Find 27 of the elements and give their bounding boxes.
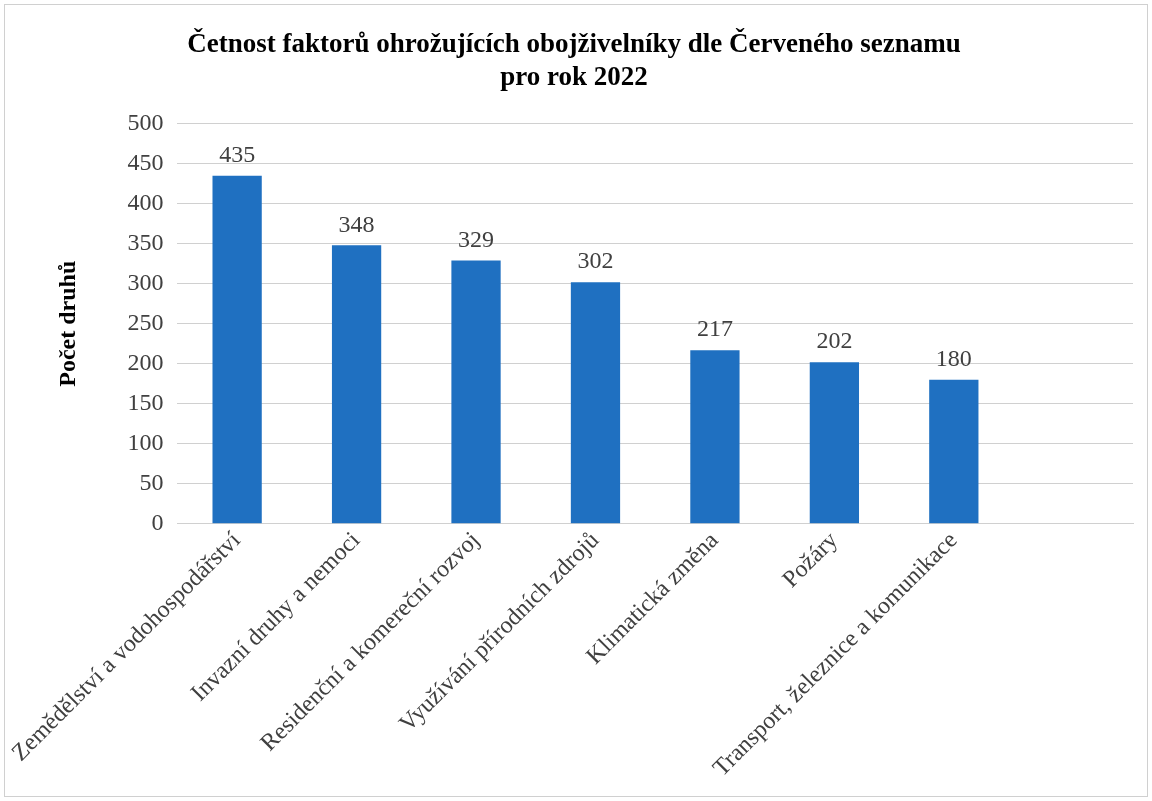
y-tick-label: 0 (151, 509, 164, 535)
y-tick-label: 150 (127, 389, 164, 416)
bar (690, 350, 740, 524)
data-label: 435 (219, 141, 256, 168)
bar (212, 175, 262, 524)
y-tick-label: 450 (127, 149, 164, 176)
bar (570, 282, 621, 524)
bar (929, 379, 979, 524)
data-label: 302 (577, 247, 614, 274)
y-tick-label: 50 (139, 469, 164, 496)
y-tick-label: 100 (127, 429, 164, 456)
data-label: 217 (696, 315, 733, 342)
chart-title: Četnost faktorů ohrožujících obojživelníky dle Červeného seznamu pro rok 2022 (187, 28, 961, 91)
data-label: 202 (816, 327, 853, 354)
bar (809, 362, 860, 524)
y-tick-label: 300 (127, 269, 164, 296)
data-label: 329 (458, 225, 495, 252)
bar (331, 245, 382, 524)
y-tick-label: 350 (127, 229, 164, 256)
data-label: 348 (338, 210, 375, 237)
y-tick-label: 200 (127, 349, 164, 376)
data-label: 180 (935, 345, 972, 372)
y-axis-title: Počet druhů (54, 260, 81, 387)
bar (451, 260, 501, 524)
y-tick-label: 250 (127, 309, 164, 336)
y-tick-label: 400 (127, 189, 164, 216)
y-tick-label: 500 (127, 109, 164, 136)
